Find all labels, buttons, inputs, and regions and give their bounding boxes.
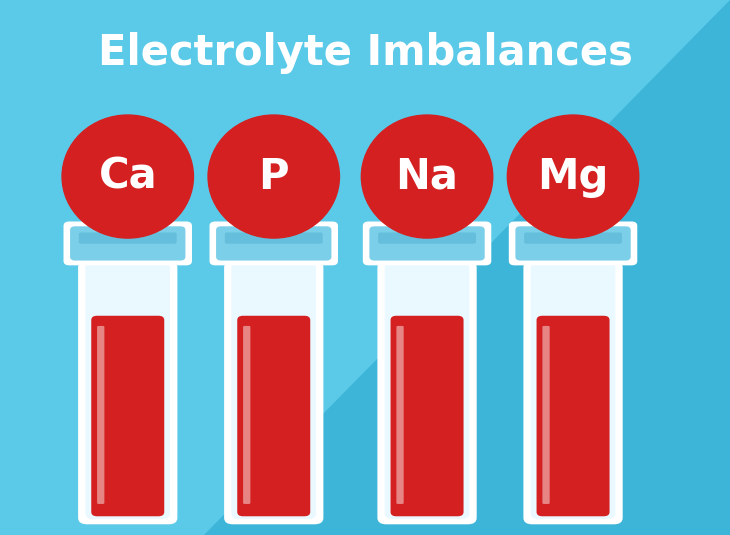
FancyBboxPatch shape (237, 316, 310, 516)
FancyBboxPatch shape (378, 232, 476, 244)
FancyBboxPatch shape (64, 221, 192, 265)
FancyBboxPatch shape (79, 232, 177, 244)
FancyBboxPatch shape (515, 226, 631, 261)
Ellipse shape (62, 115, 193, 238)
FancyBboxPatch shape (231, 262, 316, 519)
Ellipse shape (361, 115, 493, 238)
Text: Electrolyte Imbalances: Electrolyte Imbalances (98, 33, 632, 74)
FancyBboxPatch shape (531, 262, 615, 519)
FancyBboxPatch shape (391, 316, 464, 516)
Text: Mg: Mg (537, 156, 609, 197)
FancyBboxPatch shape (542, 326, 550, 504)
Ellipse shape (507, 115, 639, 238)
FancyBboxPatch shape (91, 316, 164, 516)
FancyBboxPatch shape (97, 326, 104, 504)
FancyBboxPatch shape (216, 226, 331, 261)
FancyBboxPatch shape (85, 262, 170, 519)
Text: P: P (258, 156, 289, 197)
Polygon shape (204, 0, 730, 535)
FancyBboxPatch shape (377, 261, 477, 524)
FancyBboxPatch shape (225, 232, 323, 244)
Ellipse shape (208, 115, 339, 238)
FancyBboxPatch shape (385, 262, 469, 519)
Text: Na: Na (396, 156, 458, 197)
FancyBboxPatch shape (210, 221, 338, 265)
FancyBboxPatch shape (363, 221, 491, 265)
FancyBboxPatch shape (78, 261, 177, 524)
FancyBboxPatch shape (396, 326, 404, 504)
FancyBboxPatch shape (524, 232, 622, 244)
FancyBboxPatch shape (509, 221, 637, 265)
FancyBboxPatch shape (70, 226, 185, 261)
FancyBboxPatch shape (224, 261, 323, 524)
Text: Ca: Ca (99, 156, 157, 197)
FancyBboxPatch shape (369, 226, 485, 261)
FancyBboxPatch shape (243, 326, 250, 504)
FancyBboxPatch shape (523, 261, 623, 524)
FancyBboxPatch shape (537, 316, 610, 516)
